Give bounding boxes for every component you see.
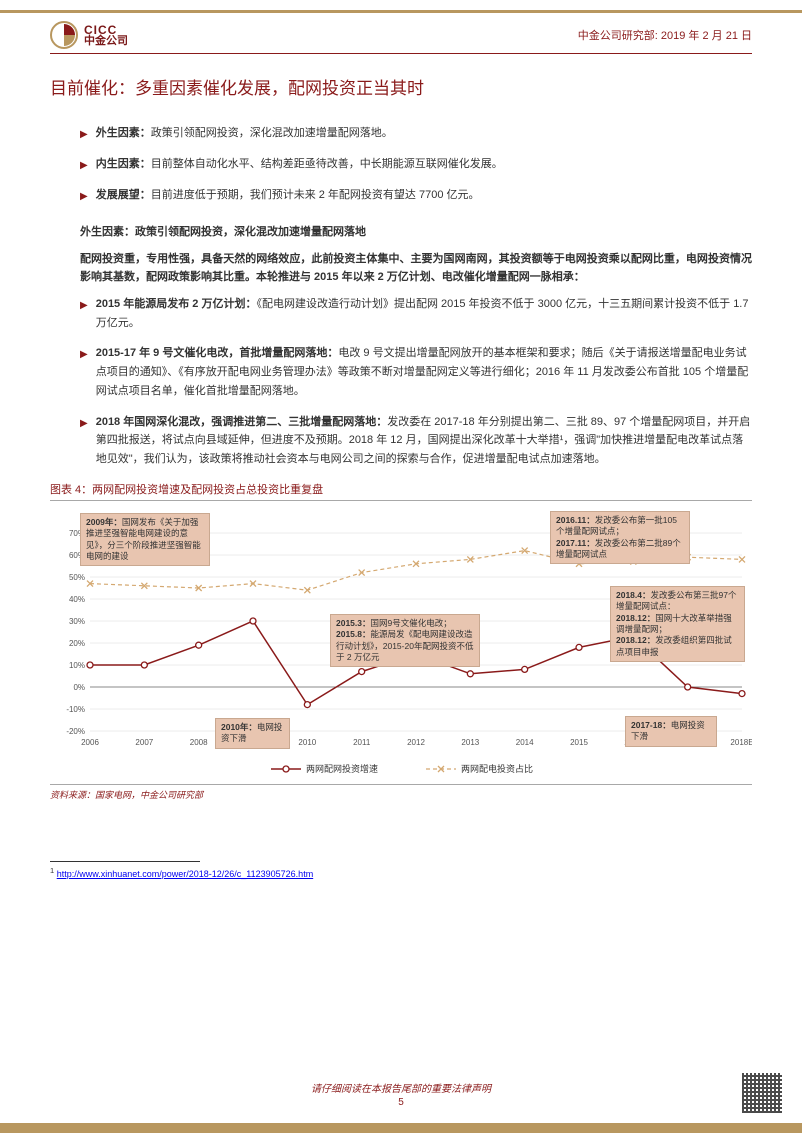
page-header: CICC 中金公司 中金公司研究部: 2019 年 2 月 21 日: [50, 21, 752, 49]
bullet-item: ▶ 发展展望：目前进度低于预期，我们预计未来 2 年配网投资有望达 7700 亿…: [80, 186, 752, 205]
bullet-item: ▶ 外生因素：政策引领配网投资，深化混改加速增量配网落地。: [80, 124, 752, 143]
chart-source: 资料来源：国家电网，中金公司研究部: [50, 784, 752, 801]
footnote-link[interactable]: http://www.xinhuanet.com/power/2018-12/2…: [57, 869, 314, 879]
chart-annotation: 2018.4：发改委公布第三批97个增量配网试点：2018.12：国网十大改革举…: [610, 586, 745, 663]
svg-text:2012: 2012: [407, 738, 425, 747]
header-dept: 中金公司研究部:: [578, 30, 658, 42]
chart-annotation: 2016.11：发改委公布第一批105个增量配网试点；2017.11：发改委公布…: [550, 511, 690, 565]
bullet-item: ▶ 内生因素：目前整体自动化水平、结构差距亟待改善，中长期能源互联网催化发展。: [80, 155, 752, 174]
logo-text-en: CICC: [84, 24, 128, 36]
svg-text:20%: 20%: [69, 639, 85, 648]
svg-text:0%: 0%: [73, 683, 85, 692]
section-title: 目前催化：多重因素催化发展，配网投资正当其时: [50, 64, 752, 99]
bullet-text: 目前进度低于预期，我们预计未来 2 年配网投资有望达 7700 亿元。: [151, 189, 480, 201]
paragraph-bold: 配网投资重，专用性强，具备天然的网络效应，此前投资主体集中、主要为国网南网，其投…: [80, 250, 752, 287]
svg-text:2010: 2010: [298, 738, 316, 747]
svg-text:2007: 2007: [135, 738, 153, 747]
svg-text:2015: 2015: [570, 738, 588, 747]
svg-text:两网配电投资占比: 两网配电投资占比: [461, 763, 533, 774]
legal-notice: 请仔细阅读在本报告尾部的重要法律声明: [0, 1080, 802, 1095]
chart-container: -20%-10%0%10%20%30%40%50%60%70%200620072…: [50, 506, 752, 781]
sub-heading: 外生因素：政策引领配网投资，深化混改加速增量配网落地: [80, 223, 752, 242]
svg-text:30%: 30%: [69, 617, 85, 626]
svg-text:-10%: -10%: [66, 705, 85, 714]
footer-border: [0, 1123, 802, 1133]
bullet-item: ▶ 2015-17 年 9 号文催化电改，首批增量配网落地：电改 9 号文提出增…: [80, 344, 752, 400]
bullet-marker-icon: ▶: [80, 415, 88, 469]
header-right: 中金公司研究部: 2019 年 2 月 21 日: [578, 27, 752, 43]
chart-caption: 图表 4：两网配网投资增速及配网投资占总投资比重复盘: [50, 481, 752, 501]
svg-text:2008: 2008: [190, 738, 208, 747]
svg-text:2018E: 2018E: [730, 738, 752, 747]
qr-code-icon: [742, 1073, 782, 1113]
bullet-text: 政策引领配网投资，深化混改加速增量配网落地。: [151, 127, 393, 139]
footnote-divider: [50, 861, 200, 862]
chart-annotation: 2009年：国网发布《关于加强推进坚强智能电网建设的意见》，分三个阶段推进坚强智…: [80, 513, 210, 567]
bullet-marker-icon: ▶: [80, 346, 88, 400]
svg-text:2014: 2014: [516, 738, 534, 747]
footnote-marker: 1: [50, 866, 54, 875]
svg-text:-20%: -20%: [66, 727, 85, 736]
svg-text:40%: 40%: [69, 595, 85, 604]
bullet-label: 2018 年国网深化混改，强调推进第二、三批增量配网落地：: [96, 416, 388, 428]
svg-text:2006: 2006: [81, 738, 99, 747]
section-divider: [50, 53, 752, 54]
bullet-text: 目前整体自动化水平、结构差距亟待改善，中长期能源互联网催化发展。: [151, 158, 503, 170]
svg-text:2011: 2011: [353, 738, 371, 747]
chart-annotation: 2017-18：电网投资下滑: [625, 716, 717, 747]
bullet-label: 发展展望：: [96, 189, 151, 201]
bullet-item: ▶ 2015 年能源局发布 2 万亿计划：《配电网建设改造行动计划》提出配网 2…: [80, 295, 752, 332]
svg-text:10%: 10%: [69, 661, 85, 670]
bullet-label: 外生因素：: [96, 127, 151, 139]
page-number: 5: [0, 1097, 802, 1108]
footer: 请仔细阅读在本报告尾部的重要法律声明 5: [0, 1080, 802, 1108]
logo-text-cn: 中金公司: [84, 36, 128, 47]
bullet-label: 内生因素：: [96, 158, 151, 170]
content-body: ▶ 外生因素：政策引领配网投资，深化混改加速增量配网落地。 ▶ 内生因素：目前整…: [80, 124, 752, 469]
bullet-marker-icon: ▶: [80, 126, 88, 143]
chart-annotation: 2015.3：国网9号文催化电改；2015.8：能源局发《配电网建设改造行动计划…: [330, 614, 480, 668]
svg-text:2013: 2013: [461, 738, 479, 747]
bullet-item: ▶ 2018 年国网深化混改，强调推进第二、三批增量配网落地：发改委在 2017…: [80, 413, 752, 469]
svg-text:50%: 50%: [69, 573, 85, 582]
chart-annotation: 2010年：电网投资下滑: [215, 718, 290, 749]
footnote: 1 http://www.xinhuanet.com/power/2018-12…: [50, 866, 752, 879]
bullet-label: 2015 年能源局发布 2 万亿计划：: [96, 298, 257, 310]
svg-text:两网配网投资增速: 两网配网投资增速: [306, 763, 378, 774]
logo-mark-icon: [50, 21, 78, 49]
bullet-marker-icon: ▶: [80, 188, 88, 205]
header-date: 2019 年 2 月 21 日: [661, 30, 752, 42]
top-border: [0, 10, 802, 13]
bullet-marker-icon: ▶: [80, 157, 88, 174]
bullet-marker-icon: ▶: [80, 297, 88, 332]
bullet-label: 2015-17 年 9 号文催化电改，首批增量配网落地：: [96, 347, 339, 359]
logo: CICC 中金公司: [50, 21, 128, 49]
